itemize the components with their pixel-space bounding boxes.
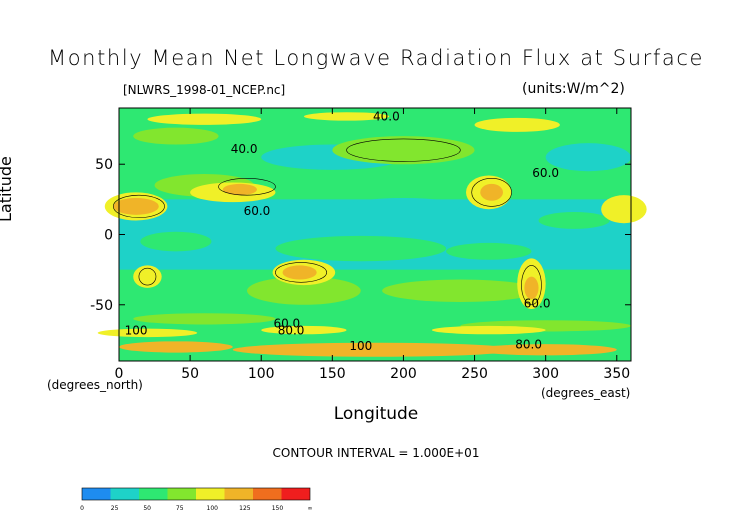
flux-region-29: [222, 183, 257, 196]
colorbar-label-4: 75: [176, 505, 184, 512]
x-tick-label-50: 50: [181, 366, 199, 382]
flux-region-3: [446, 242, 532, 260]
flux-region-16: [261, 325, 347, 335]
colorbar-swatch-7: [253, 488, 282, 500]
colorbar-swatch-8: [281, 488, 310, 500]
y-tick-label-50: 50: [95, 157, 113, 173]
flux-region-17: [431, 325, 546, 335]
contour-label-9: 80.0: [515, 337, 542, 351]
colorbar-swatch-6: [224, 488, 253, 500]
flux-region-34: [147, 113, 262, 125]
flux-region-1: [275, 235, 447, 262]
flux-region-18: [232, 342, 518, 357]
flux-region-35: [303, 112, 390, 121]
x-axis-label: Longitude: [333, 404, 419, 424]
flux-region-14: [133, 313, 276, 325]
chart-title: Monthly Mean Net Longwave Radiation Flux…: [48, 46, 704, 70]
flux-region-30: [133, 265, 162, 288]
contour-label-1: 40.0: [373, 110, 400, 124]
flux-region-11: [332, 136, 475, 165]
colorbar-swatch-4: [167, 488, 196, 500]
contour-label-7: 100: [125, 323, 148, 337]
x-tick-label-250: 250: [461, 366, 488, 382]
contour-line-7: [346, 138, 461, 162]
x-tick-label-0: 0: [115, 366, 124, 382]
flux-region-22: [480, 183, 503, 201]
flux-region-8: [545, 143, 631, 172]
flux-region-33: [474, 117, 560, 132]
colorbar-swatch-3: [139, 488, 168, 500]
contour-label-2: 40.0: [231, 142, 258, 156]
contour-line-1: [471, 177, 512, 207]
x-tick-label-300: 300: [532, 366, 559, 382]
contour-label-3: 60.0: [244, 204, 271, 218]
x-tick-label-100: 100: [248, 366, 275, 382]
contour-label-4: 60.0: [532, 166, 559, 180]
contour-line-3: [521, 265, 542, 306]
flux-region-24: [282, 265, 317, 280]
x-tick-label-350: 350: [603, 366, 630, 382]
contour-label-5: 60.0: [273, 316, 300, 330]
dataset-filename: [NLWRS_1998-01_NCEP.nc]: [123, 83, 286, 97]
flux-field: [97, 108, 647, 361]
flux-region-32: [524, 276, 539, 300]
flux-region-4: [538, 212, 610, 229]
flux-region-6: [382, 279, 539, 302]
flux-region-26: [113, 197, 159, 215]
units-label: (units:W/m^2): [522, 81, 625, 97]
contour-line-2: [275, 262, 327, 283]
colorbar-label-1: 0: [80, 505, 84, 512]
contour-interval-label: CONTOUR INTERVAL = 1.000E+01: [272, 446, 480, 460]
flux-region-15: [97, 328, 198, 338]
flux-region-19: [119, 341, 233, 353]
colorbar-label-5: 100: [207, 505, 219, 512]
contour-line-4: [113, 194, 165, 218]
colorbar-label-6: 125: [239, 505, 251, 512]
colorbar-frame: [81, 487, 311, 501]
colorbar-swatch-5: [196, 488, 225, 500]
colorbar-label-8: ∞: [308, 505, 313, 512]
y-tick-label--50: -50: [90, 298, 113, 314]
colorbar-label-7: 150: [272, 505, 284, 512]
flux-region-7: [247, 276, 361, 305]
y-axis-units: (degrees_north): [47, 378, 143, 392]
contour-line-6: [218, 177, 276, 196]
flux-region-27: [601, 195, 647, 224]
colorbar-label-3: 50: [143, 505, 151, 512]
flux-region-10: [346, 197, 461, 215]
colorbar-swatch-1: [82, 488, 111, 500]
contour-label-8: 100: [349, 339, 372, 353]
flux-region-20: [474, 344, 617, 356]
y-tick-label-0: 0: [104, 228, 113, 244]
x-tick-label-150: 150: [319, 366, 346, 382]
contour-label-6: 80.0: [278, 323, 305, 337]
flux-region-2: [140, 231, 212, 252]
colorbar-swatch-2: [110, 488, 139, 500]
x-tick-label-200: 200: [390, 366, 417, 382]
contour-line-5: [138, 267, 157, 286]
flux-region-12: [133, 127, 219, 145]
x-axis-units: (degrees_east): [541, 386, 631, 400]
colorbar-label-2: 25: [111, 505, 119, 512]
contour-label-10: 60.0: [524, 297, 551, 311]
